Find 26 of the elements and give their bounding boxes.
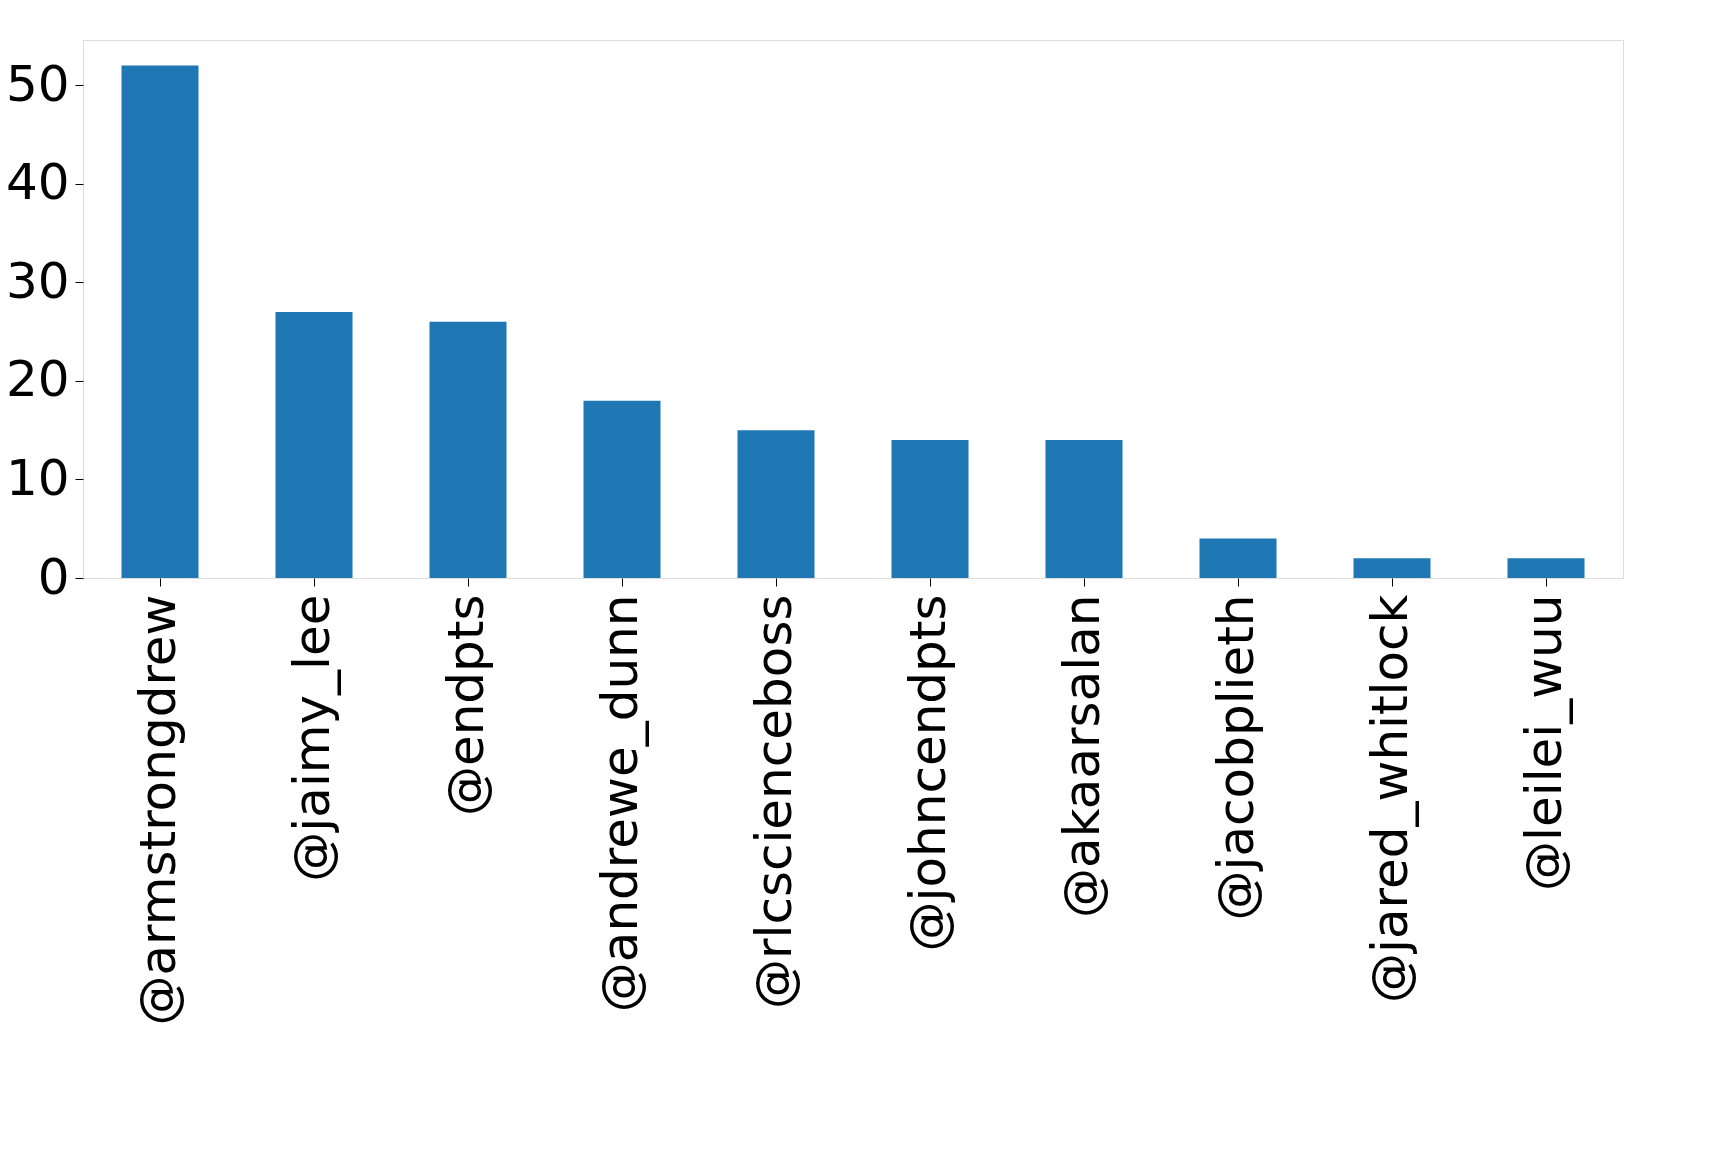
x-tick-label: @akaarsalan bbox=[1053, 594, 1111, 918]
bar bbox=[1199, 538, 1277, 578]
bar bbox=[583, 400, 661, 578]
x-tick-label: @jacobplieth bbox=[1207, 594, 1265, 921]
bar bbox=[121, 65, 199, 578]
x-tick-label: @rlcscienceboss bbox=[745, 594, 803, 1010]
x-tick-label: @endpts bbox=[437, 594, 495, 817]
y-tick-label: 0 bbox=[37, 547, 70, 606]
y-tick-label: 40 bbox=[5, 153, 70, 212]
bar bbox=[1045, 440, 1123, 578]
bar bbox=[1353, 558, 1431, 578]
bar bbox=[1507, 558, 1585, 578]
x-tick-label: @johncendpts bbox=[899, 594, 957, 952]
y-tick-label: 10 bbox=[5, 448, 70, 507]
x-tick-label: @leilei_wuu bbox=[1515, 594, 1573, 891]
x-tick-label: @jaimy_lee bbox=[283, 594, 341, 882]
bar bbox=[737, 430, 815, 578]
bar bbox=[275, 311, 353, 578]
bar bbox=[891, 440, 969, 578]
x-tick-label: @armstrongdrew bbox=[129, 594, 187, 1026]
x-tick-label: @andrewe_dunn bbox=[591, 594, 649, 1013]
y-tick-label: 20 bbox=[5, 350, 70, 409]
x-tick-label: @jared_whitlock bbox=[1361, 594, 1419, 1003]
y-tick-label: 50 bbox=[5, 54, 70, 113]
y-tick-label: 30 bbox=[5, 251, 70, 310]
bar bbox=[429, 321, 507, 578]
